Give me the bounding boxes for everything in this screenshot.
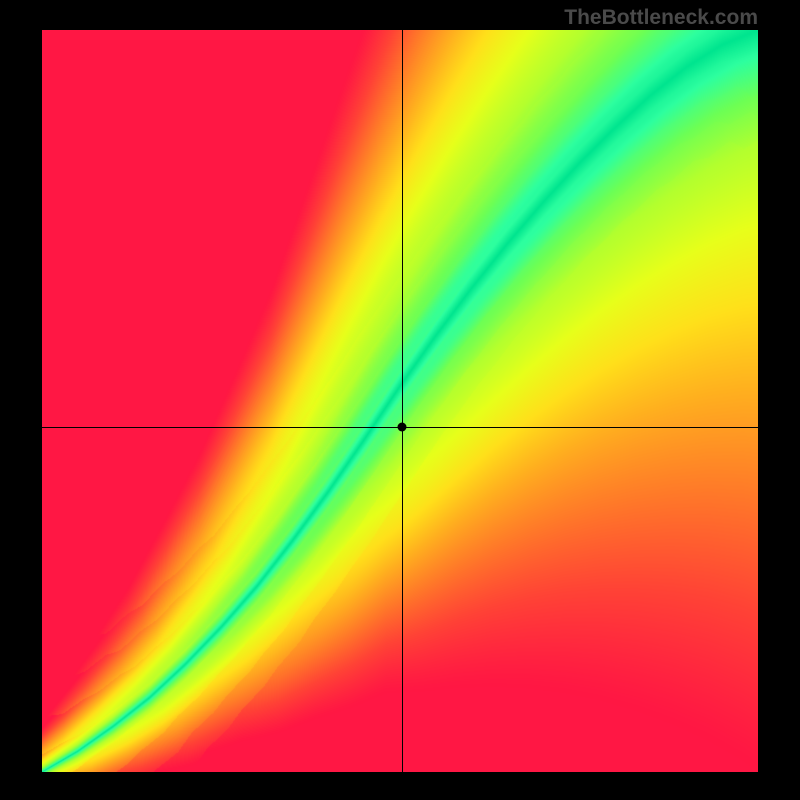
marker-dot [398, 422, 407, 431]
heatmap-canvas [42, 30, 758, 772]
watermark-text: TheBottleneck.com [564, 6, 758, 30]
heatmap-plot [42, 30, 758, 772]
crosshair-vertical [402, 30, 403, 772]
